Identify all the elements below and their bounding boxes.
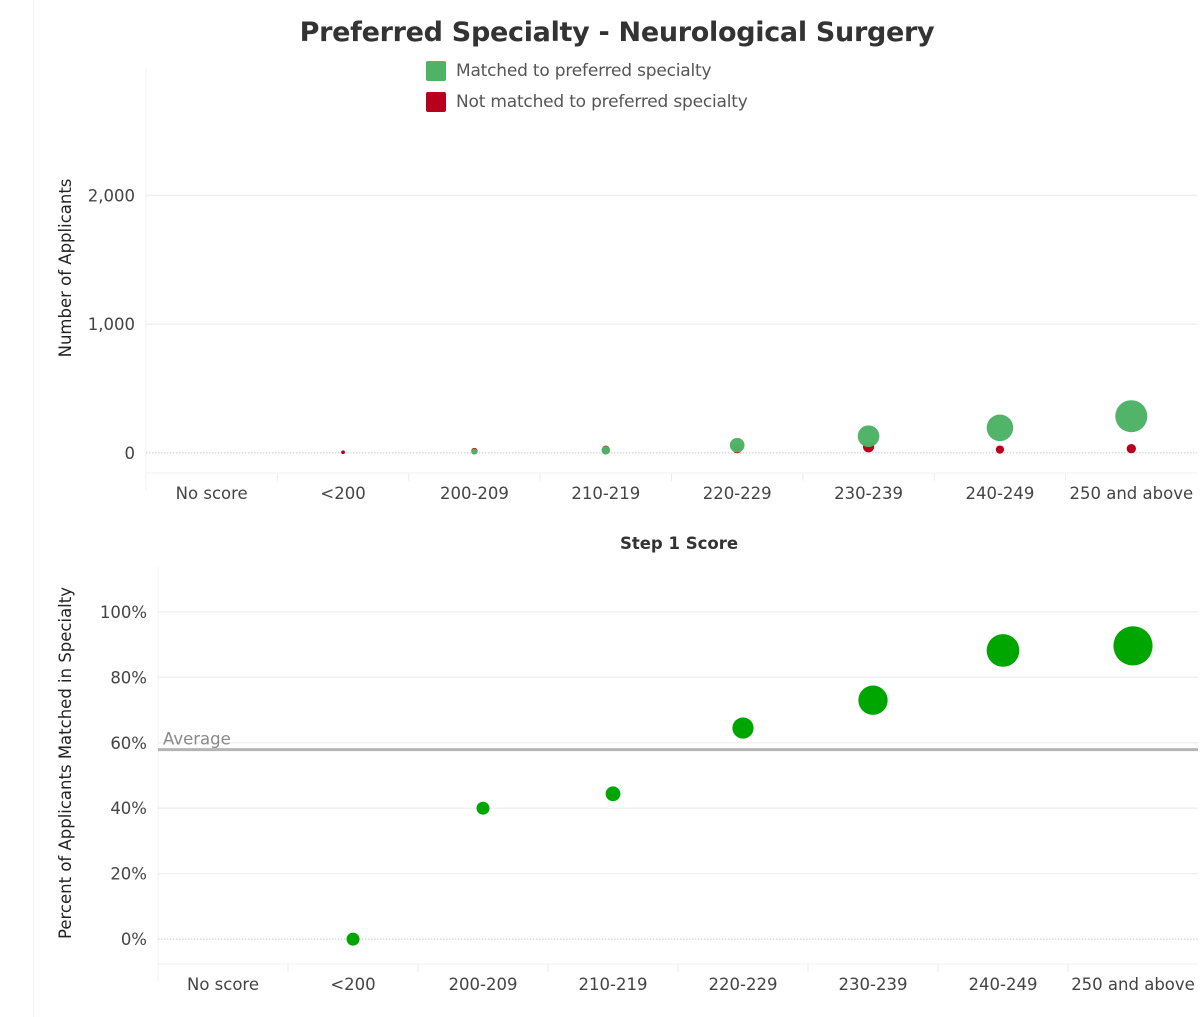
x-axis-label: Step 1 Score (620, 534, 738, 553)
legend-item-not-matched[interactable]: Not matched to preferred specialty (426, 86, 748, 117)
y-tick-label: 80% (110, 668, 147, 687)
point-percent (986, 634, 1020, 667)
y-tick-label: 40% (110, 799, 147, 818)
point-matched (729, 437, 745, 453)
x-tick-label: 210-219 (579, 975, 648, 994)
bottom-x-tick-labels: No score <200 200-209 210-219 220-229 230-239… (187, 975, 1195, 994)
legend-item-matched[interactable]: Matched to preferred specialty (426, 55, 748, 86)
average-label: Average (163, 730, 231, 749)
x-tick-label: 240-249 (965, 484, 1034, 503)
point-percent (605, 786, 621, 802)
legend-swatch-matched (426, 60, 446, 81)
chart-title: Preferred Specialty - Neurological Surge… (299, 17, 935, 48)
x-tick-label: 200-209 (440, 484, 509, 503)
y-tick-label: 2,000 (88, 186, 135, 205)
point-not-matched (1126, 444, 1136, 454)
x-tick-label: <200 (330, 975, 375, 994)
legend-swatch-not-matched (426, 91, 446, 112)
legend-label-matched: Matched to preferred specialty (456, 60, 712, 81)
x-tick-label: 250 and above (1071, 975, 1195, 994)
point-matched (471, 448, 478, 455)
x-tick-label: 200-209 (449, 975, 518, 994)
percent-chart: 0% 20% 40% 60% 80% 100% No score <200 200-209 21… (56, 567, 1198, 994)
x-tick-label: No score (187, 975, 259, 994)
point-percent (732, 717, 754, 739)
x-tick-label: 230-239 (834, 484, 903, 503)
x-tick-label: 230-239 (839, 975, 908, 994)
bottom-y-tick-labels: 0% 20% 40% 60% 80% 100% (100, 603, 147, 949)
point-percent (346, 932, 360, 946)
x-tick-label: <200 (320, 484, 365, 503)
point-matched (1115, 400, 1148, 433)
x-tick-label: 250 and above (1070, 484, 1194, 503)
point-matched (986, 414, 1014, 442)
x-tick-label: 220-229 (703, 484, 772, 503)
applicants-chart: 0 1,000 2,000 No score <200 200-209 210-219 22… (56, 68, 1197, 553)
legend-label-not-matched: Not matched to preferred specialty (456, 91, 748, 112)
point-not-matched (341, 450, 345, 455)
y-tick-label: 1,000 (88, 315, 135, 334)
left-divider (33, 0, 34, 1017)
x-tick-label: No score (176, 484, 248, 503)
y-tick-label: 20% (110, 865, 147, 884)
top-x-separators (276, 473, 1067, 481)
point-percent (858, 685, 888, 715)
point-percent (1113, 626, 1153, 666)
y-tick-label: 60% (110, 734, 147, 753)
bottom-gridlines (158, 611, 1198, 940)
point-percent (476, 801, 490, 815)
x-tick-label: 220-229 (709, 975, 778, 994)
bottom-points (346, 626, 1153, 946)
y-tick-label: 100% (100, 603, 147, 622)
top-points (341, 400, 1148, 455)
y-tick-label: 0% (121, 930, 147, 949)
point-not-matched (995, 445, 1005, 454)
x-tick-label: 240-249 (969, 975, 1038, 994)
bottom-x-separators (287, 964, 1069, 972)
top-y-axis-label: Number of Applicants (56, 179, 75, 358)
top-gridlines (146, 194, 1197, 454)
bottom-y-axis-label: Percent of Applicants Matched in Special… (56, 587, 75, 939)
y-tick-label: 0 (125, 444, 136, 463)
point-matched (601, 446, 611, 455)
point-matched (857, 425, 880, 448)
x-tick-label: 210-219 (571, 484, 640, 503)
legend: Matched to preferred specialty Not match… (426, 55, 748, 117)
top-x-tick-labels: No score <200 200-209 210-219 220-229 230-239… (176, 484, 1193, 503)
top-y-tick-labels: 0 1,000 2,000 (88, 186, 135, 462)
